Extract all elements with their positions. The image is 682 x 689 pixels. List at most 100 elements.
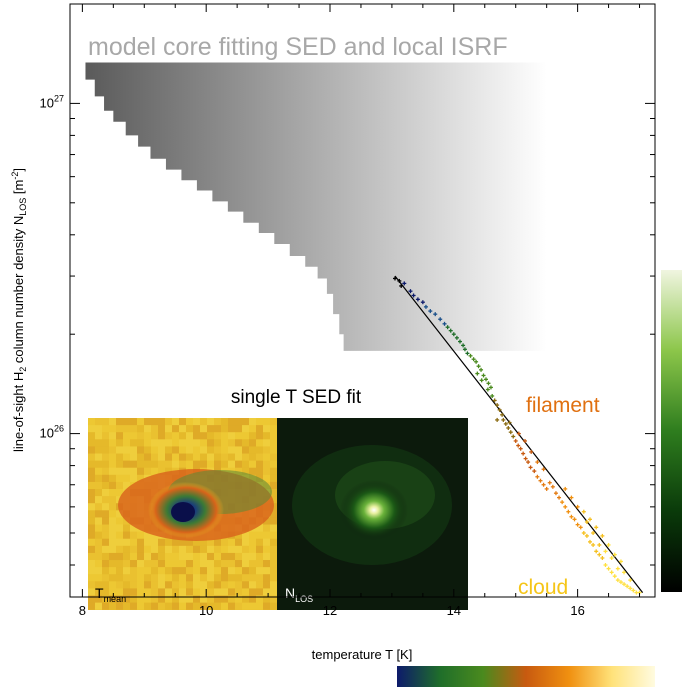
data-point [566,509,571,514]
data-point [513,438,518,443]
data-point [600,533,605,538]
data-point [569,495,574,500]
data-point [581,509,586,514]
data-point [578,525,583,530]
data-point [526,460,531,465]
data-point [538,478,543,483]
data-point [563,486,568,491]
data-point [612,552,617,557]
data-point [492,398,497,403]
data-point [553,491,558,496]
data-point [445,325,450,330]
data-point [588,517,592,522]
data-point [428,309,433,314]
data-point [588,539,592,544]
data-point [486,381,491,386]
data-point [628,578,633,583]
model-region-shading [85,62,547,351]
data-point [622,582,627,587]
data-point [475,371,480,376]
data-point [625,584,630,589]
data-point [448,328,453,333]
x-tick-label: 10 [199,603,213,618]
data-point [550,484,555,489]
x-tick-label: 16 [570,603,584,618]
data-point [581,531,586,536]
data-point [594,525,599,530]
data-point [544,486,549,491]
data-point [397,278,402,283]
data-point [518,446,523,451]
colorbar-vertical [661,270,682,592]
data-point [528,465,533,470]
data-point [584,533,589,538]
data-point [615,578,620,583]
data-point [393,276,397,281]
data-point [609,570,614,575]
data-point [600,556,605,561]
cloud-annotation: cloud [518,576,568,599]
model-region-annotation: model core fitting SED and local ISRF [88,33,508,61]
data-point [476,364,481,369]
data-point [408,289,413,294]
data-point [438,317,443,322]
data-point [399,283,404,288]
data-point [506,425,511,430]
data-point [547,480,552,485]
tmean-label: Tmean [95,585,126,604]
data-point [535,474,540,479]
data-point [618,580,623,585]
data-point [503,421,508,426]
data-point [507,420,512,425]
data-point [606,566,611,571]
data-point [612,574,617,579]
data-point [591,531,596,536]
data-point [575,504,580,509]
data-point [495,403,500,408]
data-point [618,559,623,564]
data-point [495,417,500,422]
data-point [523,438,527,443]
data-point [465,351,470,356]
data-point [597,542,602,547]
data-point [557,495,562,500]
data-point [569,514,574,519]
y-tick-label: 1026 [40,424,64,441]
data-point [560,500,565,505]
data-point [497,407,502,412]
y-axis-title: line-of-sight H2 column number density N… [10,168,28,452]
data-point [458,339,462,344]
filament-annotation: filament [526,394,600,417]
data-point [500,412,505,417]
data-point [433,312,438,317]
data-point [575,522,580,527]
data-point [521,451,526,456]
data-point [529,449,534,454]
data-point [474,359,479,364]
data-point [622,570,627,575]
data-point [532,469,537,474]
data-point [523,456,528,461]
data-point [594,549,599,554]
data-point [563,504,568,509]
data-point [451,332,456,337]
data-point [479,367,484,372]
x-tick-label: 12 [323,603,337,618]
data-point [508,430,513,435]
data-point [479,378,484,383]
data-point [485,387,490,392]
data-point [481,373,486,378]
inset-nlos-map: NLOS [277,418,468,610]
plot-frame [69,3,656,598]
data-points [393,276,642,595]
data-point [603,563,608,568]
data-point [516,431,521,436]
data-point [490,393,495,398]
data-point [415,297,420,302]
y-tick-label: 1027 [40,93,64,110]
data-point [462,347,467,352]
data-point [471,357,476,362]
data-point [402,281,407,286]
data-point [603,549,608,554]
